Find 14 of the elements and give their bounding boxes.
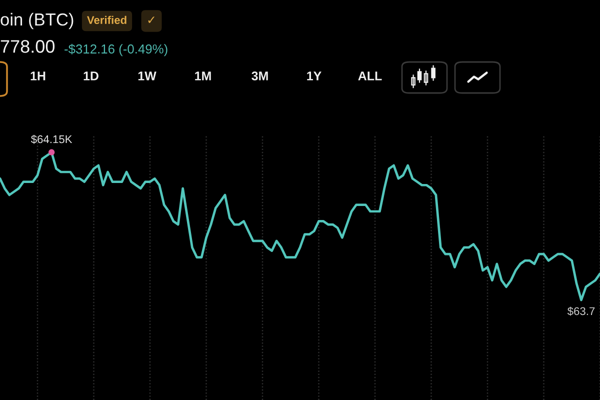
chart-title: oin (BTC) bbox=[0, 12, 74, 30]
text: ALL bbox=[358, 72, 382, 80]
text: ✓ bbox=[148, 16, 154, 23]
text: 1D bbox=[84, 72, 98, 80]
text: 1Y bbox=[307, 72, 322, 80]
data-label: $63.7 bbox=[567, 306, 595, 316]
text: Verified bbox=[87, 16, 126, 24]
text: -$312.16 (-0.49%) bbox=[64, 44, 168, 56]
text: 1M bbox=[195, 72, 211, 80]
chart-subtitle: 778.00 bbox=[0, 40, 55, 53]
text: 1H bbox=[30, 72, 46, 80]
data-label: $64.15K bbox=[30, 134, 72, 144]
text: 3M bbox=[252, 72, 268, 80]
text: 1W bbox=[138, 72, 156, 80]
